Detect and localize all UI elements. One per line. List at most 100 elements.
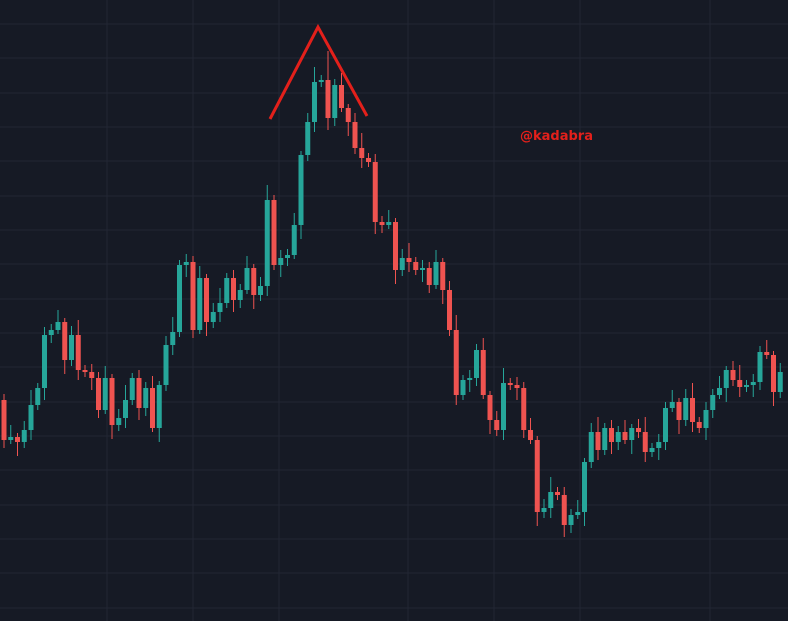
- candle-body: [89, 372, 95, 378]
- candle-body: [690, 398, 695, 422]
- candle-body: [568, 515, 574, 525]
- candle-body: [42, 335, 47, 388]
- candle-body: [636, 428, 641, 432]
- peak-annotation: [268, 23, 369, 120]
- candle-body: [231, 278, 236, 300]
- watermark: @kadabra: [520, 129, 593, 144]
- candle-body: [224, 278, 230, 303]
- candle-body: [548, 492, 554, 508]
- candle-body: [379, 222, 385, 225]
- candle-body: [28, 405, 34, 430]
- candle-body: [204, 278, 209, 322]
- candle-body: [170, 332, 176, 345]
- candle-body: [717, 388, 722, 395]
- candle-body: [447, 290, 452, 330]
- candle-body: [426, 268, 432, 285]
- candle-body: [109, 378, 115, 425]
- candle-body: [534, 440, 540, 512]
- candle-body: [420, 268, 425, 270]
- candle-body: [406, 258, 412, 262]
- candle-body: [582, 462, 587, 512]
- candle-body: [339, 85, 344, 108]
- candle-body: [136, 378, 142, 408]
- candle-body: [291, 225, 297, 255]
- candle-body: [237, 290, 243, 300]
- candle-body: [129, 378, 135, 400]
- candle-body: [757, 352, 763, 382]
- candle-body: [602, 428, 608, 450]
- candle-body: [501, 383, 506, 430]
- candle-body: [676, 402, 682, 420]
- candle-body: [75, 335, 81, 370]
- candle-body: [102, 378, 108, 410]
- candle-body: [183, 262, 189, 265]
- candle-body: [197, 278, 203, 330]
- candle-body: [575, 512, 581, 515]
- candle-body: [723, 370, 729, 388]
- candle-body: [312, 82, 317, 122]
- candle-body: [325, 80, 331, 118]
- candle-body: [507, 383, 513, 385]
- candle-body: [521, 388, 527, 430]
- candle-body: [366, 158, 371, 162]
- candle-body: [123, 400, 128, 418]
- candle-body: [116, 418, 122, 425]
- candle-body: [541, 508, 547, 512]
- candle-body: [764, 352, 770, 355]
- candle-body: [15, 437, 20, 442]
- candle-body: [298, 155, 304, 225]
- candle-body: [663, 408, 668, 442]
- candle-body: [737, 380, 743, 387]
- candle-body: [615, 432, 621, 442]
- candle-body: [777, 372, 783, 392]
- candle-body: [271, 200, 277, 265]
- candle-body: [494, 420, 500, 430]
- candles: [1, 51, 783, 537]
- candle-body: [710, 395, 716, 410]
- candle-body: [514, 385, 520, 388]
- candle-body: [62, 322, 68, 360]
- candle-body: [345, 108, 351, 122]
- candle-body: [750, 382, 756, 385]
- candle-body: [285, 255, 290, 258]
- candle-body: [555, 492, 560, 495]
- candle-body: [258, 286, 263, 295]
- candle-body: [190, 262, 196, 330]
- candle-body: [372, 162, 378, 222]
- candle-body: [217, 303, 223, 312]
- candle-body: [696, 422, 702, 428]
- candle-body: [440, 262, 446, 290]
- candle-body: [163, 345, 169, 385]
- candle-body: [82, 370, 88, 372]
- candle-body: [150, 388, 155, 428]
- candle-body: [332, 85, 338, 118]
- candle-body: [703, 410, 709, 428]
- candle-body: [352, 122, 358, 148]
- candle-body: [629, 428, 635, 440]
- candle-body: [595, 432, 601, 450]
- candle-body: [460, 380, 466, 395]
- candle-body: [251, 268, 257, 295]
- candle-body: [393, 222, 398, 270]
- candle-body: [561, 495, 567, 525]
- candle-body: [453, 330, 459, 395]
- candle-body: [359, 148, 365, 158]
- candle-body: [177, 265, 182, 332]
- candle-body: [210, 312, 216, 322]
- candle-body: [656, 442, 662, 448]
- candle-body: [143, 388, 149, 408]
- candle-body: [386, 222, 392, 225]
- candle-body: [683, 398, 689, 420]
- candle-body: [480, 350, 486, 395]
- candle-body: [305, 122, 311, 155]
- candle-body: [487, 395, 493, 420]
- candle-body: [730, 370, 736, 380]
- candle-body: [8, 437, 14, 440]
- candle-body: [96, 378, 101, 410]
- candle-body: [642, 432, 648, 452]
- candle-body: [318, 80, 324, 82]
- candle-body: [21, 430, 27, 442]
